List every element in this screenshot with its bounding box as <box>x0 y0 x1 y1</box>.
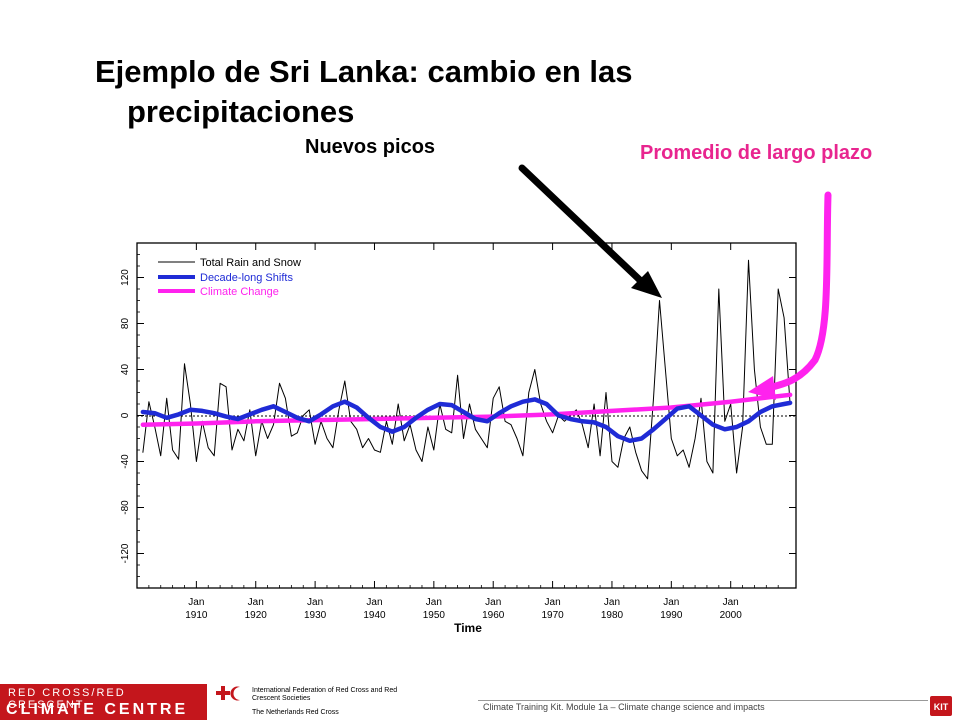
rainfall-chart: 120 80 40 0 -40 -80 -120 Jan 1910 Jan 1920 Jan 1930… <box>120 164 832 635</box>
brand-bottom-text: CLIMATE CENTRE <box>6 701 189 718</box>
x-tick-label-month: Jan <box>663 597 679 608</box>
footer-divider <box>478 700 928 701</box>
climate-centre-logo: RED CROSS/RED CRESCENT CLIMATE CENTRE <box>0 684 207 720</box>
annotation-long-term-mean: Promedio de largo plazo <box>640 142 873 164</box>
legend-label-total: Total Rain and Snow <box>200 257 301 269</box>
x-tick-label-year: 1980 <box>601 610 624 621</box>
x-tick-label-month: Jan <box>188 597 204 608</box>
y-tick-label: 40 <box>120 364 131 376</box>
x-tick-label-year: 1990 <box>660 610 683 621</box>
x-tick-label-year: 1910 <box>185 610 208 621</box>
x-axis-title: Time <box>454 621 482 635</box>
x-tick-label-month: Jan <box>485 597 501 608</box>
brand-top-text: RED CROSS/RED CRESCENT <box>8 687 126 711</box>
title-line-1: Ejemplo de Sri Lanka: cambio en las <box>95 54 633 89</box>
x-tick-label-year: 1920 <box>245 610 268 621</box>
y-tick-label: -40 <box>120 454 131 469</box>
x-tick-label-year: 2000 <box>720 610 743 621</box>
x-tick-label-year: 1950 <box>423 610 446 621</box>
arrow-new-peaks <box>518 164 662 298</box>
netherlands-red-cross-text: The Netherlands Red Cross <box>252 709 339 716</box>
x-tick-label-year: 1930 <box>304 610 327 621</box>
page-title: Ejemplo de Sri Lanka: cambio en las prec… <box>95 52 795 132</box>
x-tick-label-year: 1970 <box>541 610 564 621</box>
red-cross-crescent-icon <box>216 686 240 701</box>
series-decade-shifts <box>140 397 793 444</box>
y-tick-label: -120 <box>120 543 131 563</box>
series-total-rain-snow <box>142 259 791 480</box>
legend-label-decade: Decade-long Shifts <box>200 272 293 284</box>
chart-legend: Total Rain and Snow Decade-long Shifts C… <box>158 257 301 298</box>
x-tick-label-month: Jan <box>366 597 382 608</box>
x-tick-label-month: Jan <box>545 597 561 608</box>
ifrc-logo: International Federation of Red Cross an… <box>214 685 474 719</box>
y-tick-label: -80 <box>120 500 131 515</box>
x-tick-label-month: Jan <box>307 597 323 608</box>
ifrc-text: International Federation of Red Cross an… <box>252 687 398 702</box>
y-tick-label: 0 <box>120 412 131 418</box>
x-tick-label-month: Jan <box>723 597 739 608</box>
x-tick-label-month: Jan <box>604 597 620 608</box>
x-tick-label-month: Jan <box>248 597 264 608</box>
x-tick-label-year: 1940 <box>363 610 386 621</box>
x-tick-label-year: 1960 <box>482 610 505 621</box>
x-tick-label-month: Jan <box>426 597 442 608</box>
module-caption: Climate Training Kit. Module 1a – Climat… <box>483 702 765 712</box>
y-tick-label: 80 <box>120 318 131 330</box>
title-line-2: precipitaciones <box>127 94 355 129</box>
annotation-new-peaks: Nuevos picos <box>305 136 436 158</box>
arrow-long-term-mean <box>748 191 832 400</box>
kit-badge: KIT <box>930 696 952 716</box>
legend-label-climate: Climate Change <box>200 286 279 298</box>
footer: RED CROSS/RED CRESCENT CLIMATE CENTRE In… <box>0 684 960 720</box>
y-tick-label: 120 <box>120 269 131 286</box>
